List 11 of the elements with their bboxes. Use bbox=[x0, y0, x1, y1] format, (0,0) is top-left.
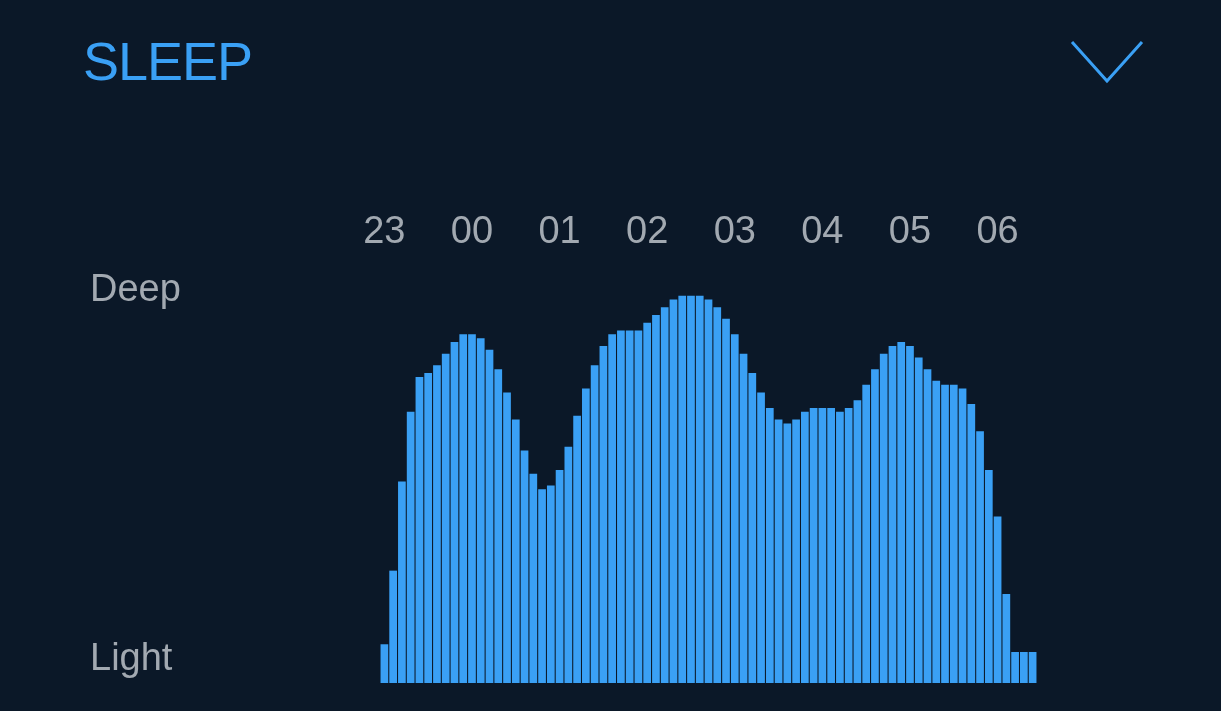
x-tick-label: 04 bbox=[801, 209, 844, 252]
x-tick-label: 05 bbox=[888, 209, 932, 252]
x-tick-label: 03 bbox=[713, 209, 756, 252]
x-tick-label: 06 bbox=[976, 209, 1019, 252]
text: Light bbox=[90, 636, 173, 679]
x-tick-label: 01 bbox=[538, 209, 581, 252]
text: Deep bbox=[90, 267, 181, 310]
chart-title: SLEEP bbox=[83, 31, 253, 91]
x-tick-label: 23 bbox=[363, 209, 406, 252]
x-tick-label: 00 bbox=[450, 209, 494, 252]
x-tick-label: 02 bbox=[626, 209, 669, 252]
